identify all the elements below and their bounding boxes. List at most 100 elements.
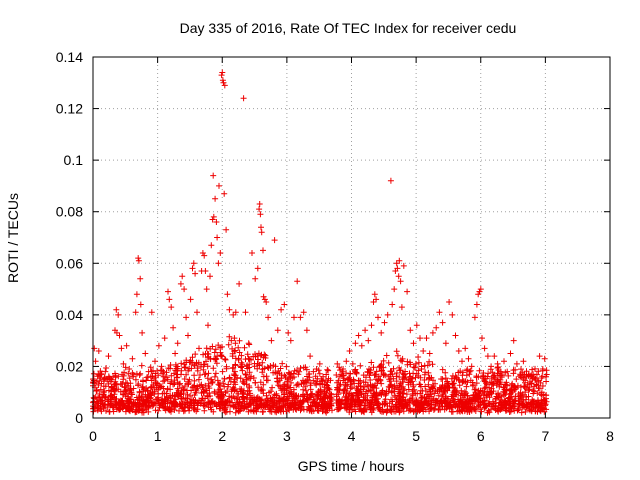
- data-point: [536, 402, 543, 409]
- data-point: [223, 363, 230, 370]
- data-point: [232, 381, 239, 388]
- data-point: [347, 400, 354, 407]
- data-point: [522, 389, 529, 396]
- data-point: [265, 314, 272, 321]
- data-point: [192, 270, 199, 277]
- data-point: [259, 369, 266, 376]
- data-point: [218, 388, 225, 395]
- data-point: [543, 373, 549, 380]
- data-point: [213, 360, 220, 367]
- data-point: [204, 375, 211, 382]
- data-point: [318, 401, 325, 408]
- data-point: [433, 324, 440, 331]
- data-point: [422, 398, 429, 405]
- data-point: [459, 358, 465, 365]
- data-point: [133, 291, 140, 298]
- y-tick-label: 0: [75, 410, 83, 426]
- data-point: [418, 363, 425, 370]
- data-point: [352, 408, 359, 415]
- data-point: [286, 370, 293, 377]
- data-point: [253, 398, 260, 405]
- x-axis-label: GPS time / hours: [298, 458, 405, 474]
- data-point: [205, 322, 211, 329]
- data-point: [307, 353, 314, 360]
- data-point: [281, 301, 288, 308]
- data-point: [109, 404, 116, 411]
- data-point: [378, 329, 385, 336]
- data-point: [220, 79, 227, 86]
- data-point: [399, 358, 406, 365]
- data-point: [401, 387, 408, 394]
- data-point: [209, 343, 216, 350]
- data-point: [308, 394, 315, 401]
- data-point: [139, 329, 146, 336]
- data-point: [149, 402, 156, 409]
- data-point: [106, 408, 113, 415]
- data-point: [147, 364, 154, 371]
- data-point: [329, 407, 335, 414]
- data-point: [446, 401, 453, 408]
- data-point: [307, 386, 314, 393]
- data-point: [342, 397, 349, 404]
- data-point: [218, 353, 225, 360]
- data-point: [343, 358, 350, 365]
- data-point: [368, 322, 375, 329]
- data-point: [310, 368, 317, 375]
- data-point: [471, 314, 478, 321]
- data-point: [208, 406, 215, 413]
- data-point: [418, 394, 425, 401]
- data-point: [103, 407, 109, 414]
- data-point: [105, 353, 112, 360]
- data-point: [129, 355, 136, 362]
- data-point: [170, 324, 177, 331]
- data-point: [518, 409, 525, 416]
- data-point: [397, 278, 404, 285]
- data-point: [356, 380, 362, 387]
- data-point: [268, 337, 275, 344]
- data-point: [494, 407, 501, 414]
- data-point: [425, 376, 432, 382]
- data-point: [377, 390, 383, 397]
- data-point: [97, 386, 104, 393]
- data-point: [251, 363, 258, 370]
- data-point: [221, 190, 228, 197]
- data-point: [434, 388, 441, 395]
- data-point: [122, 364, 129, 371]
- data-point: [283, 363, 290, 370]
- data-point: [297, 314, 304, 321]
- y-tick-labels: 0 0.02 0.04 0.06 0.08 0.1 0.12 0.14: [56, 49, 83, 426]
- data-point: [148, 377, 155, 384]
- data-point: [120, 391, 126, 398]
- data-point: [313, 400, 320, 407]
- data-point: [91, 345, 98, 352]
- data-point: [388, 389, 395, 396]
- data-point: [147, 392, 154, 399]
- data-point: [106, 374, 113, 381]
- data-point: [369, 398, 376, 405]
- data-point: [502, 381, 509, 388]
- data-point: [227, 378, 234, 385]
- data-point: [495, 391, 501, 398]
- data-point: [235, 344, 242, 351]
- data-point: [355, 332, 362, 339]
- data-point: [255, 384, 262, 391]
- data-point: [274, 327, 281, 334]
- data-point: [378, 368, 385, 374]
- data-point: [391, 286, 398, 293]
- x-tick-label: 0: [89, 428, 97, 444]
- data-point: [113, 329, 120, 336]
- data-point: [171, 398, 178, 405]
- data-point: [530, 387, 537, 394]
- data-point: [396, 382, 403, 389]
- data-point: [478, 408, 485, 415]
- data-point: [191, 392, 198, 398]
- data-point: [473, 380, 480, 387]
- data-point: [421, 377, 428, 383]
- data-point: [451, 375, 458, 382]
- data-point: [532, 375, 539, 382]
- data-point: [399, 370, 406, 377]
- data-point: [110, 373, 116, 380]
- data-point: [306, 374, 313, 381]
- data-point: [118, 345, 125, 352]
- data-point: [136, 401, 143, 408]
